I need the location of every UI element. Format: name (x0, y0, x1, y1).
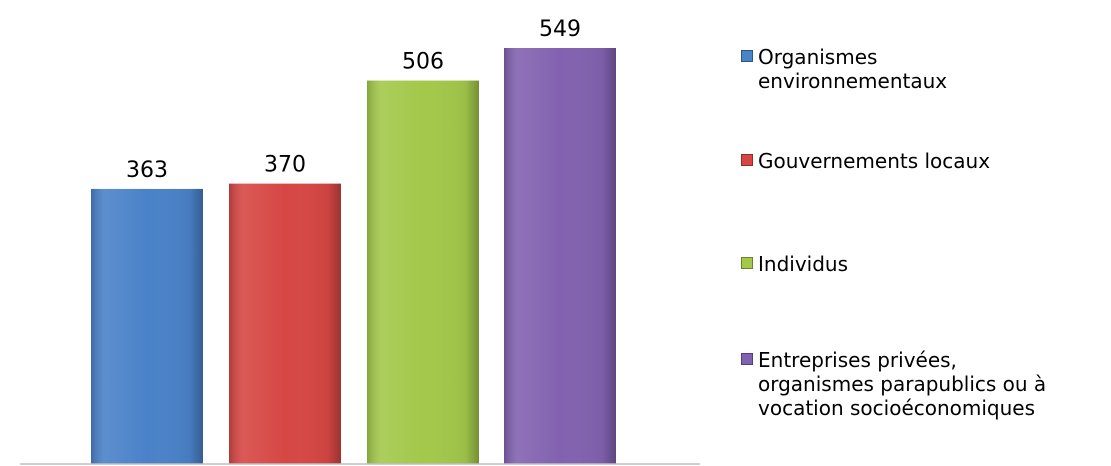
legend-swatch-1 (741, 50, 753, 62)
legend-swatch-4 (741, 353, 753, 365)
legend-label-4: Entreprises privées, organismes parapubl… (758, 348, 1047, 420)
legend-swatch-2 (741, 154, 753, 166)
bar-chart: 363 370 506 549 (20, 17, 700, 465)
legend-label-2: Gouvernements locaux (758, 149, 991, 173)
data-label-3: 506 (402, 50, 444, 75)
data-label-2: 370 (264, 153, 306, 178)
legend-item-2: Gouvernements locaux (741, 149, 1108, 173)
bar-shading-1 (91, 188, 203, 465)
bar-shading-3 (367, 80, 479, 464)
legend-label-1: Organismes environnementaux (758, 45, 948, 93)
legend-swatch-3 (741, 257, 753, 269)
bar-shading-2 (229, 183, 341, 465)
data-label-4: 549 (539, 17, 581, 42)
legend-label-3: Individus (758, 252, 849, 276)
data-label-1: 363 (126, 158, 168, 183)
chart-legend: Organismes environnementaux Gouvernements… (741, 0, 1111, 466)
legend-item-1: Organismes environnementaux (741, 45, 1108, 93)
bar-shading-4 (504, 48, 616, 464)
legend-item-4: Entreprises privées, organismes parapubl… (741, 348, 1108, 420)
legend-item-3: Individus (741, 252, 1108, 276)
